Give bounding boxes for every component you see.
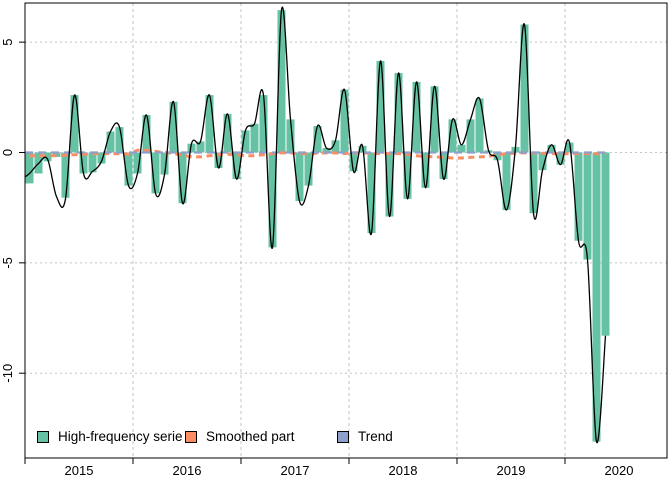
series-curve: [24, 6, 607, 444]
bar: [124, 152, 133, 186]
x-tick-label: 2018: [389, 463, 418, 478]
bar: [169, 101, 178, 153]
bar: [151, 152, 160, 194]
bar: [43, 152, 52, 162]
bar: [52, 152, 61, 157]
bar: [340, 89, 349, 153]
bar: [268, 152, 277, 248]
bar: [259, 95, 268, 153]
plot-box: [24, 2, 668, 459]
bar: [313, 126, 322, 153]
bar: [133, 152, 142, 174]
x-tick-label: 2015: [65, 463, 94, 478]
bar: [241, 130, 250, 153]
bar: [538, 152, 547, 171]
bar: [556, 152, 565, 165]
bar: [466, 119, 475, 153]
bar: [295, 152, 304, 202]
bar: [223, 113, 232, 153]
bar: [376, 60, 385, 153]
bar: [403, 152, 412, 199]
bar: [97, 152, 106, 164]
bar: [475, 98, 484, 153]
bar: [178, 152, 187, 204]
bar: [61, 152, 70, 198]
bar: [286, 119, 295, 153]
bar: [331, 140, 340, 153]
bar: [439, 152, 448, 179]
x-tick-label: 2019: [497, 463, 526, 478]
bar: [421, 152, 430, 188]
bar: [394, 73, 403, 153]
x-tick-label: 2017: [281, 463, 310, 478]
x-tick-label: 2020: [605, 463, 634, 478]
bar: [142, 114, 151, 153]
bar: [250, 123, 259, 153]
bar: [349, 152, 358, 172]
bar: [115, 127, 124, 153]
bar: [205, 95, 214, 153]
bar: [430, 86, 439, 153]
bar: [196, 141, 205, 153]
bar: [529, 152, 538, 214]
smoothed-part-line: [29, 148, 606, 160]
bar: [601, 152, 610, 336]
y-tick-label: 0: [0, 149, 15, 156]
bar: [277, 10, 286, 153]
bar: [574, 152, 583, 241]
bar: [385, 152, 394, 217]
bar: [457, 144, 466, 153]
bar: [493, 152, 502, 161]
bar: [502, 152, 511, 210]
x-tick-label: 2016: [173, 463, 202, 478]
bar: [448, 119, 457, 153]
bar: [187, 143, 196, 153]
y-tick-label: -10: [0, 364, 15, 383]
y-tick-label: 5: [0, 39, 15, 46]
bar: [565, 142, 574, 153]
bar: [547, 144, 556, 153]
bar: [232, 152, 241, 179]
bar: [79, 152, 88, 174]
bar: [520, 24, 529, 153]
bar: [592, 152, 601, 442]
y-tick-label: -5: [0, 257, 15, 269]
bar: [214, 152, 223, 168]
bar: [412, 81, 421, 153]
bar: [70, 95, 79, 153]
bar: [160, 152, 169, 175]
bar: [367, 152, 376, 234]
bar: [322, 148, 331, 153]
bar: [106, 131, 115, 153]
bar: [583, 152, 592, 260]
bar: [25, 152, 34, 184]
bar: [304, 152, 313, 186]
bar: [88, 152, 97, 173]
